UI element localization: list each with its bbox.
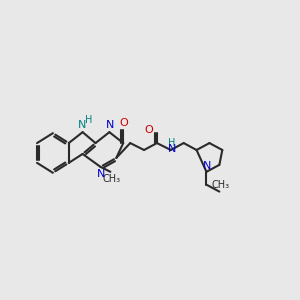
Text: N: N — [106, 120, 115, 130]
Text: O: O — [120, 118, 129, 128]
Text: N: N — [77, 120, 86, 130]
Text: N: N — [97, 169, 106, 179]
Text: N: N — [168, 144, 176, 154]
Text: H: H — [168, 138, 176, 148]
Text: CH₃: CH₃ — [211, 180, 230, 190]
Text: CH₃: CH₃ — [102, 174, 120, 184]
Text: O: O — [145, 125, 153, 135]
Text: N: N — [203, 161, 212, 171]
Text: H: H — [85, 115, 92, 125]
